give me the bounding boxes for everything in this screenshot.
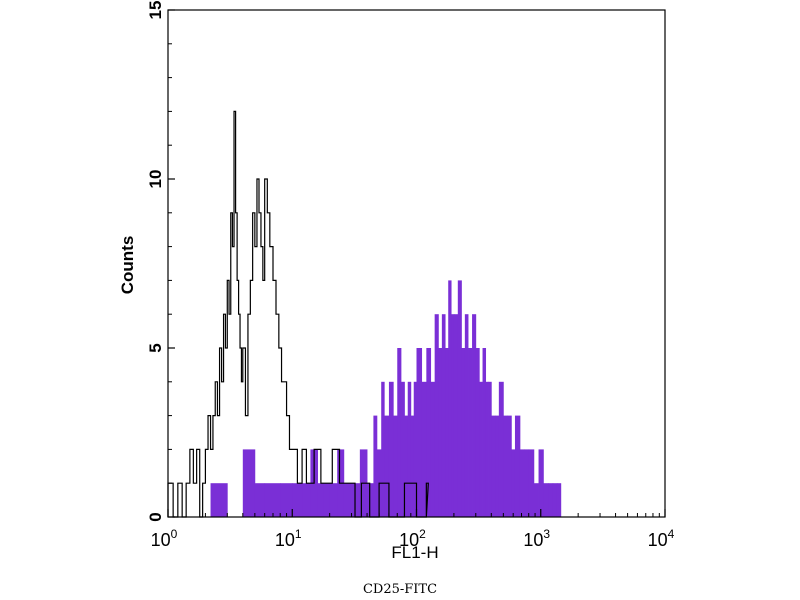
histogram-bin-filled <box>373 415 378 517</box>
x-axis: 100 101 102 103 104 <box>151 509 675 550</box>
histogram-bin-filled <box>519 449 525 517</box>
histogram-bin-filled <box>384 415 390 517</box>
histogram-bin-filled <box>400 381 405 517</box>
histogram-bin-filled <box>410 415 415 517</box>
histogram-bin-filled <box>548 483 554 517</box>
histogram-bin-filled <box>524 449 530 517</box>
histogram-bin-filled <box>445 348 449 517</box>
histogram-bin-filled <box>533 483 539 517</box>
histogram-bin-filled <box>538 449 544 517</box>
histogram-bin-filled <box>491 415 496 517</box>
y-axis: 0 5 10 15 <box>146 1 175 522</box>
histogram-bin-filled <box>413 381 417 517</box>
histogram-bin-filled <box>507 415 512 517</box>
histogram-bin-filled <box>488 381 492 517</box>
histogram-bin-filled <box>453 314 459 517</box>
histogram-bin-filled <box>397 348 402 517</box>
x-tick-label: 104 <box>648 527 675 550</box>
histogram-bin-filled <box>451 314 455 517</box>
histogram-bin-filled <box>482 348 487 517</box>
histogram-bin-filled <box>280 483 293 517</box>
x-tick-label: 101 <box>275 527 302 550</box>
histogram-bin-filled <box>343 483 352 517</box>
histogram-bin-filled <box>479 381 483 517</box>
histogram-bin-filled <box>514 415 521 517</box>
histogram-bin-filled <box>404 415 409 517</box>
histogram-bin-filled <box>434 314 439 517</box>
caption: CD25-FITC <box>362 582 438 597</box>
histogram-bin-filled <box>511 449 516 517</box>
histogram-bin-filled <box>503 415 508 517</box>
histogram-bin-filled <box>393 415 398 517</box>
histogram-bin-filled <box>351 483 361 517</box>
histogram-bin-filled <box>367 483 374 517</box>
histogram-bin-filled <box>461 348 466 517</box>
histogram-bin-filled <box>438 348 443 517</box>
x-tick-label: 100 <box>151 527 178 550</box>
histogram-bin-filled <box>464 314 469 517</box>
histogram-bin-filled <box>264 483 281 517</box>
histogram-bin-filled <box>317 483 325 517</box>
histogram-bin-filled <box>468 348 473 517</box>
histogram-bin-filled <box>421 381 427 517</box>
histogram-bin-filled <box>495 415 500 517</box>
histogram-bin-filled <box>528 449 535 517</box>
histogram-bin-filled <box>254 483 266 517</box>
histogram-bin-filled <box>448 280 452 517</box>
histogram-bin-filled <box>441 314 446 517</box>
histogram-bin-filled <box>430 381 436 517</box>
y-tick-label: 5 <box>146 343 165 352</box>
histogram-bin-filled <box>543 483 549 517</box>
histogram-bin-filled <box>210 483 228 517</box>
histogram-bin-filled <box>388 381 394 517</box>
histogram-bin-filled <box>416 348 423 517</box>
x-axis-label: FL1-H <box>391 543 438 562</box>
y-tick-label: 15 <box>146 1 165 20</box>
histogram-bin-filled <box>475 348 480 517</box>
histogram-bin-filled <box>242 449 256 517</box>
histogram-bin-filled <box>498 381 504 517</box>
y-axis-label: Counts <box>118 236 137 295</box>
filled-series <box>210 280 562 517</box>
y-tick-label: 0 <box>146 512 165 521</box>
histogram-bin-filled <box>407 381 412 517</box>
x-tick-label: 103 <box>523 527 550 550</box>
histogram-bin-filled <box>426 348 432 517</box>
histogram-bin-filled <box>323 483 331 517</box>
histogram-bin-filled <box>329 483 338 517</box>
histogram-outline-path <box>167 110 429 518</box>
histogram-bin-filled <box>302 483 311 517</box>
y-tick-label: 10 <box>146 170 165 189</box>
outline-series <box>167 110 429 518</box>
histogram-bin-filled <box>552 483 558 517</box>
histogram-bin-filled <box>457 280 462 517</box>
histogram-bin-filled <box>485 381 489 517</box>
histogram-bin-filled <box>472 314 477 517</box>
histogram-bin-filled <box>381 381 385 517</box>
histogram-bin-filled <box>556 483 562 517</box>
histogram-bin-filled <box>292 483 303 517</box>
x-tick-label: 102 <box>399 527 426 550</box>
